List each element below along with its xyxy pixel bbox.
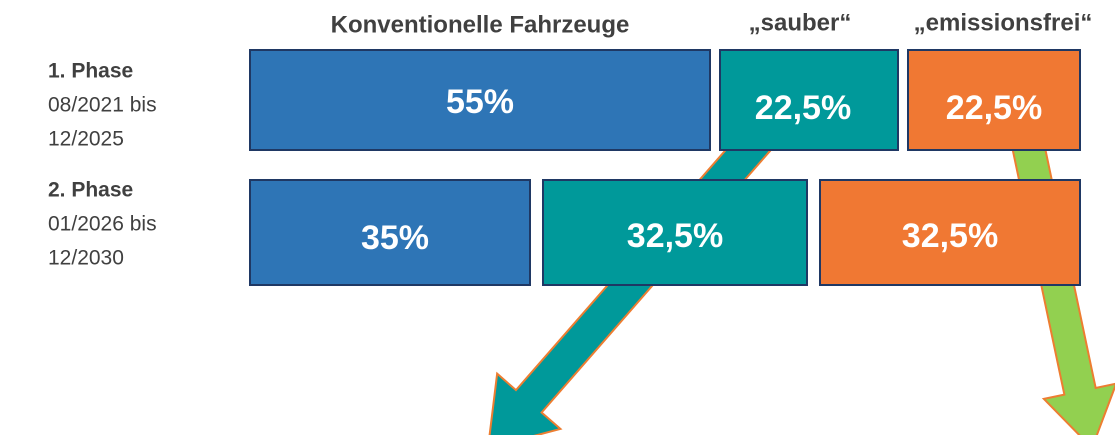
column-header: „sauber“ — [749, 9, 852, 36]
share-label: 22,5% — [755, 89, 851, 127]
share-label: 35% — [361, 219, 429, 257]
phase-period: 12/2025 — [48, 128, 124, 151]
phase-period: 01/2026 bis — [48, 213, 157, 236]
phase-period: 12/2030 — [48, 247, 124, 270]
share-label: 32,5% — [627, 217, 723, 255]
phase-title: 2. Phase — [48, 179, 133, 202]
share-box — [249, 49, 711, 151]
share-label: 32,5% — [902, 217, 998, 255]
column-header: „emissionsfrei“ — [914, 9, 1093, 36]
share-label: 22,5% — [946, 89, 1042, 127]
share-box — [719, 49, 899, 151]
share-box — [907, 49, 1081, 151]
share-box — [819, 179, 1081, 286]
share-label: 55% — [446, 83, 514, 121]
share-box — [542, 179, 808, 286]
phase-title: 1. Phase — [48, 60, 133, 83]
share-box — [249, 179, 531, 286]
phase-period: 08/2021 bis — [48, 94, 157, 117]
column-header: Konventionelle Fahrzeuge — [331, 11, 630, 38]
